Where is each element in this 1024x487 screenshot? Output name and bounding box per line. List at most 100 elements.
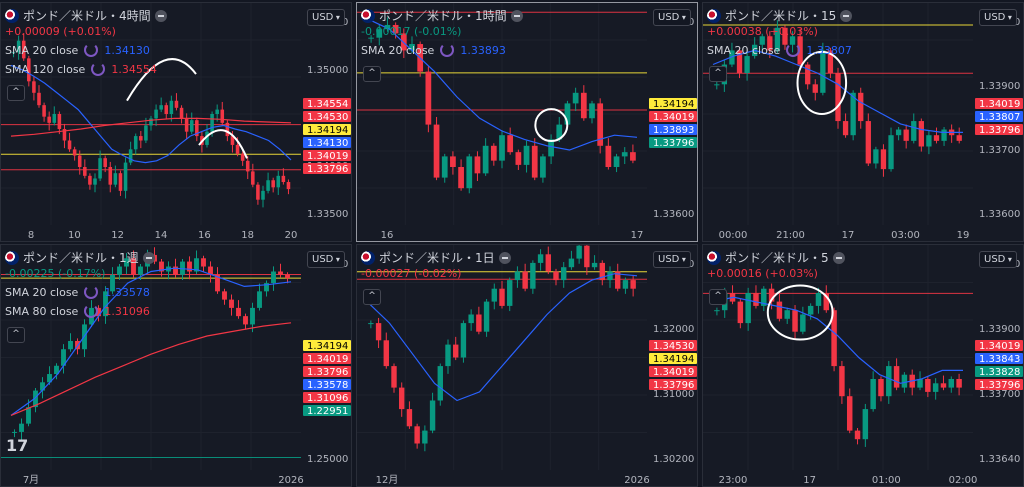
legend-toggle-button[interactable]: ^ xyxy=(709,66,727,82)
legend-toggle-button[interactable]: ^ xyxy=(7,327,25,343)
collapse-minus-icon[interactable] xyxy=(840,9,853,22)
chart-svg: 1.341001.339001.337001.3360000:0021:0017… xyxy=(703,3,1023,241)
candle xyxy=(61,344,66,374)
candle xyxy=(591,255,598,270)
indicator-legend[interactable]: SMA 80 close 1.31096 xyxy=(5,304,150,318)
y-tick-label: 1.25000 xyxy=(307,454,348,465)
candle xyxy=(572,87,579,112)
y-tick-label: 1.33700 xyxy=(979,389,1020,400)
candle xyxy=(281,168,286,185)
price-change: -0.00225 (-0.17%) xyxy=(5,267,106,280)
indicator-legend[interactable]: SMA 20 close 1.33578 xyxy=(5,285,150,299)
currency-select[interactable]: USD xyxy=(979,251,1017,268)
candle xyxy=(630,144,636,164)
collapse-minus-icon[interactable] xyxy=(498,251,511,264)
candle xyxy=(761,286,767,312)
x-tick-label: 16 xyxy=(381,230,394,241)
candle xyxy=(568,250,575,270)
candle xyxy=(108,161,113,193)
chart-title[interactable]: ポンド／米ドル・15 xyxy=(707,7,853,24)
indicator-value: 1.33807 xyxy=(806,43,852,57)
chart-title[interactable]: ポンド／米ドル・1週 xyxy=(5,249,155,266)
price-change: -0.00017 (-0.01%) xyxy=(361,25,462,38)
indicator-legend[interactable]: SMA 20 close 1.34130 xyxy=(5,43,150,57)
y-tick-label: 1.35000 xyxy=(307,65,348,76)
price-tag: 1.34554 xyxy=(303,98,351,110)
drawing-annotation[interactable] xyxy=(126,58,197,102)
candle xyxy=(909,369,915,396)
candle xyxy=(622,277,629,294)
chart-title[interactable]: ポンド／米ドル・1日 xyxy=(361,249,511,266)
price-change: +0.00016 (+0.03%) xyxy=(707,267,818,280)
chart-panel-p1[interactable]: 1.355001.350001.345001.340001.3350081012… xyxy=(0,2,352,242)
collapse-minus-icon[interactable] xyxy=(154,9,167,22)
candle xyxy=(784,307,790,324)
price-tag: 1.33893 xyxy=(649,124,697,136)
candle xyxy=(245,155,250,180)
candle xyxy=(187,256,192,280)
x-tick-label: 2026 xyxy=(278,475,303,486)
currency-select[interactable]: USD xyxy=(653,251,691,268)
candle xyxy=(422,425,428,452)
x-tick-label: 7月 xyxy=(23,474,39,486)
currency-select[interactable]: USD xyxy=(307,251,345,268)
legend-toggle-button[interactable]: ^ xyxy=(363,289,381,305)
candle xyxy=(576,245,582,264)
candle xyxy=(729,285,736,305)
currency-select[interactable]: USD xyxy=(979,9,1017,26)
candle xyxy=(11,49,16,58)
price-tag: 1.33796 xyxy=(975,124,1023,136)
chart-panel-p6[interactable]: 1.340001.339001.337001.3364023:001701:00… xyxy=(702,244,1024,487)
drawing-annotation[interactable] xyxy=(796,50,848,115)
collapse-minus-icon[interactable] xyxy=(142,251,155,264)
currency-select[interactable]: USD xyxy=(307,9,345,26)
drawing-annotation[interactable] xyxy=(766,284,834,341)
y-tick-label: 1.33600 xyxy=(653,209,694,220)
chart-panel-p2[interactable]: 1.344001.3360016171.341941.340191.338931… xyxy=(356,2,698,242)
candle xyxy=(229,294,234,316)
indicator-legend[interactable]: SMA 20 close 1.33807 xyxy=(707,43,852,57)
candle xyxy=(767,31,773,59)
price-tag: 1.34194 xyxy=(303,340,351,352)
collapse-minus-icon[interactable] xyxy=(832,251,845,264)
collapse-minus-icon[interactable] xyxy=(510,9,523,22)
candle xyxy=(895,127,902,141)
x-tick-label: 8 xyxy=(28,230,34,241)
candle xyxy=(873,146,879,169)
chart-title[interactable]: ポンド／米ドル・5 xyxy=(707,249,845,266)
svg-text:1.34019: 1.34019 xyxy=(653,112,694,123)
svg-text:1.33796: 1.33796 xyxy=(979,380,1020,391)
drawing-annotation[interactable] xyxy=(198,129,248,159)
drawing-annotation[interactable] xyxy=(534,108,569,143)
candle xyxy=(940,375,947,391)
candle xyxy=(383,332,389,369)
candle xyxy=(441,153,448,183)
legend-toggle-button[interactable]: ^ xyxy=(7,85,25,101)
candle xyxy=(607,266,613,288)
chart-title[interactable]: ポンド／米ドル・4時間 xyxy=(5,7,167,24)
chart-panel-p5[interactable]: 1.330001.320001.310001.3020012月20261.345… xyxy=(356,244,698,487)
candle xyxy=(189,112,194,135)
chart-panel-p4[interactable]: 1.300001.250007月20261.341941.340191.3379… xyxy=(0,244,352,487)
indicator-legend[interactable]: SMA 20 close 1.33893 xyxy=(361,43,506,57)
tradingview-logo[interactable]: 17 xyxy=(6,436,29,455)
svg-text:1.22951: 1.22951 xyxy=(307,406,348,417)
indicator-legend[interactable]: SMA 120 close 1.34554 xyxy=(5,62,157,76)
legend-toggle-button[interactable]: ^ xyxy=(709,289,727,305)
x-tick-label: 12 xyxy=(111,230,124,241)
candle xyxy=(548,134,554,165)
currency-select[interactable]: USD xyxy=(653,9,691,26)
candle xyxy=(613,153,620,173)
candle xyxy=(166,261,171,280)
candle xyxy=(483,299,490,337)
chart-title[interactable]: ポンド／米ドル・1時間 xyxy=(361,7,523,24)
price-tag: 1.34194 xyxy=(303,124,351,136)
candle xyxy=(376,24,383,46)
candle xyxy=(117,263,122,280)
price-tag: 1.33796 xyxy=(649,137,697,149)
price-tag: 1.33807 xyxy=(975,111,1023,123)
legend-toggle-button[interactable]: ^ xyxy=(363,66,381,82)
svg-text:1.31096: 1.31096 xyxy=(307,393,348,404)
chart-panel-p3[interactable]: 1.341001.339001.337001.3360000:0021:0017… xyxy=(702,2,1024,242)
candle xyxy=(47,111,51,131)
